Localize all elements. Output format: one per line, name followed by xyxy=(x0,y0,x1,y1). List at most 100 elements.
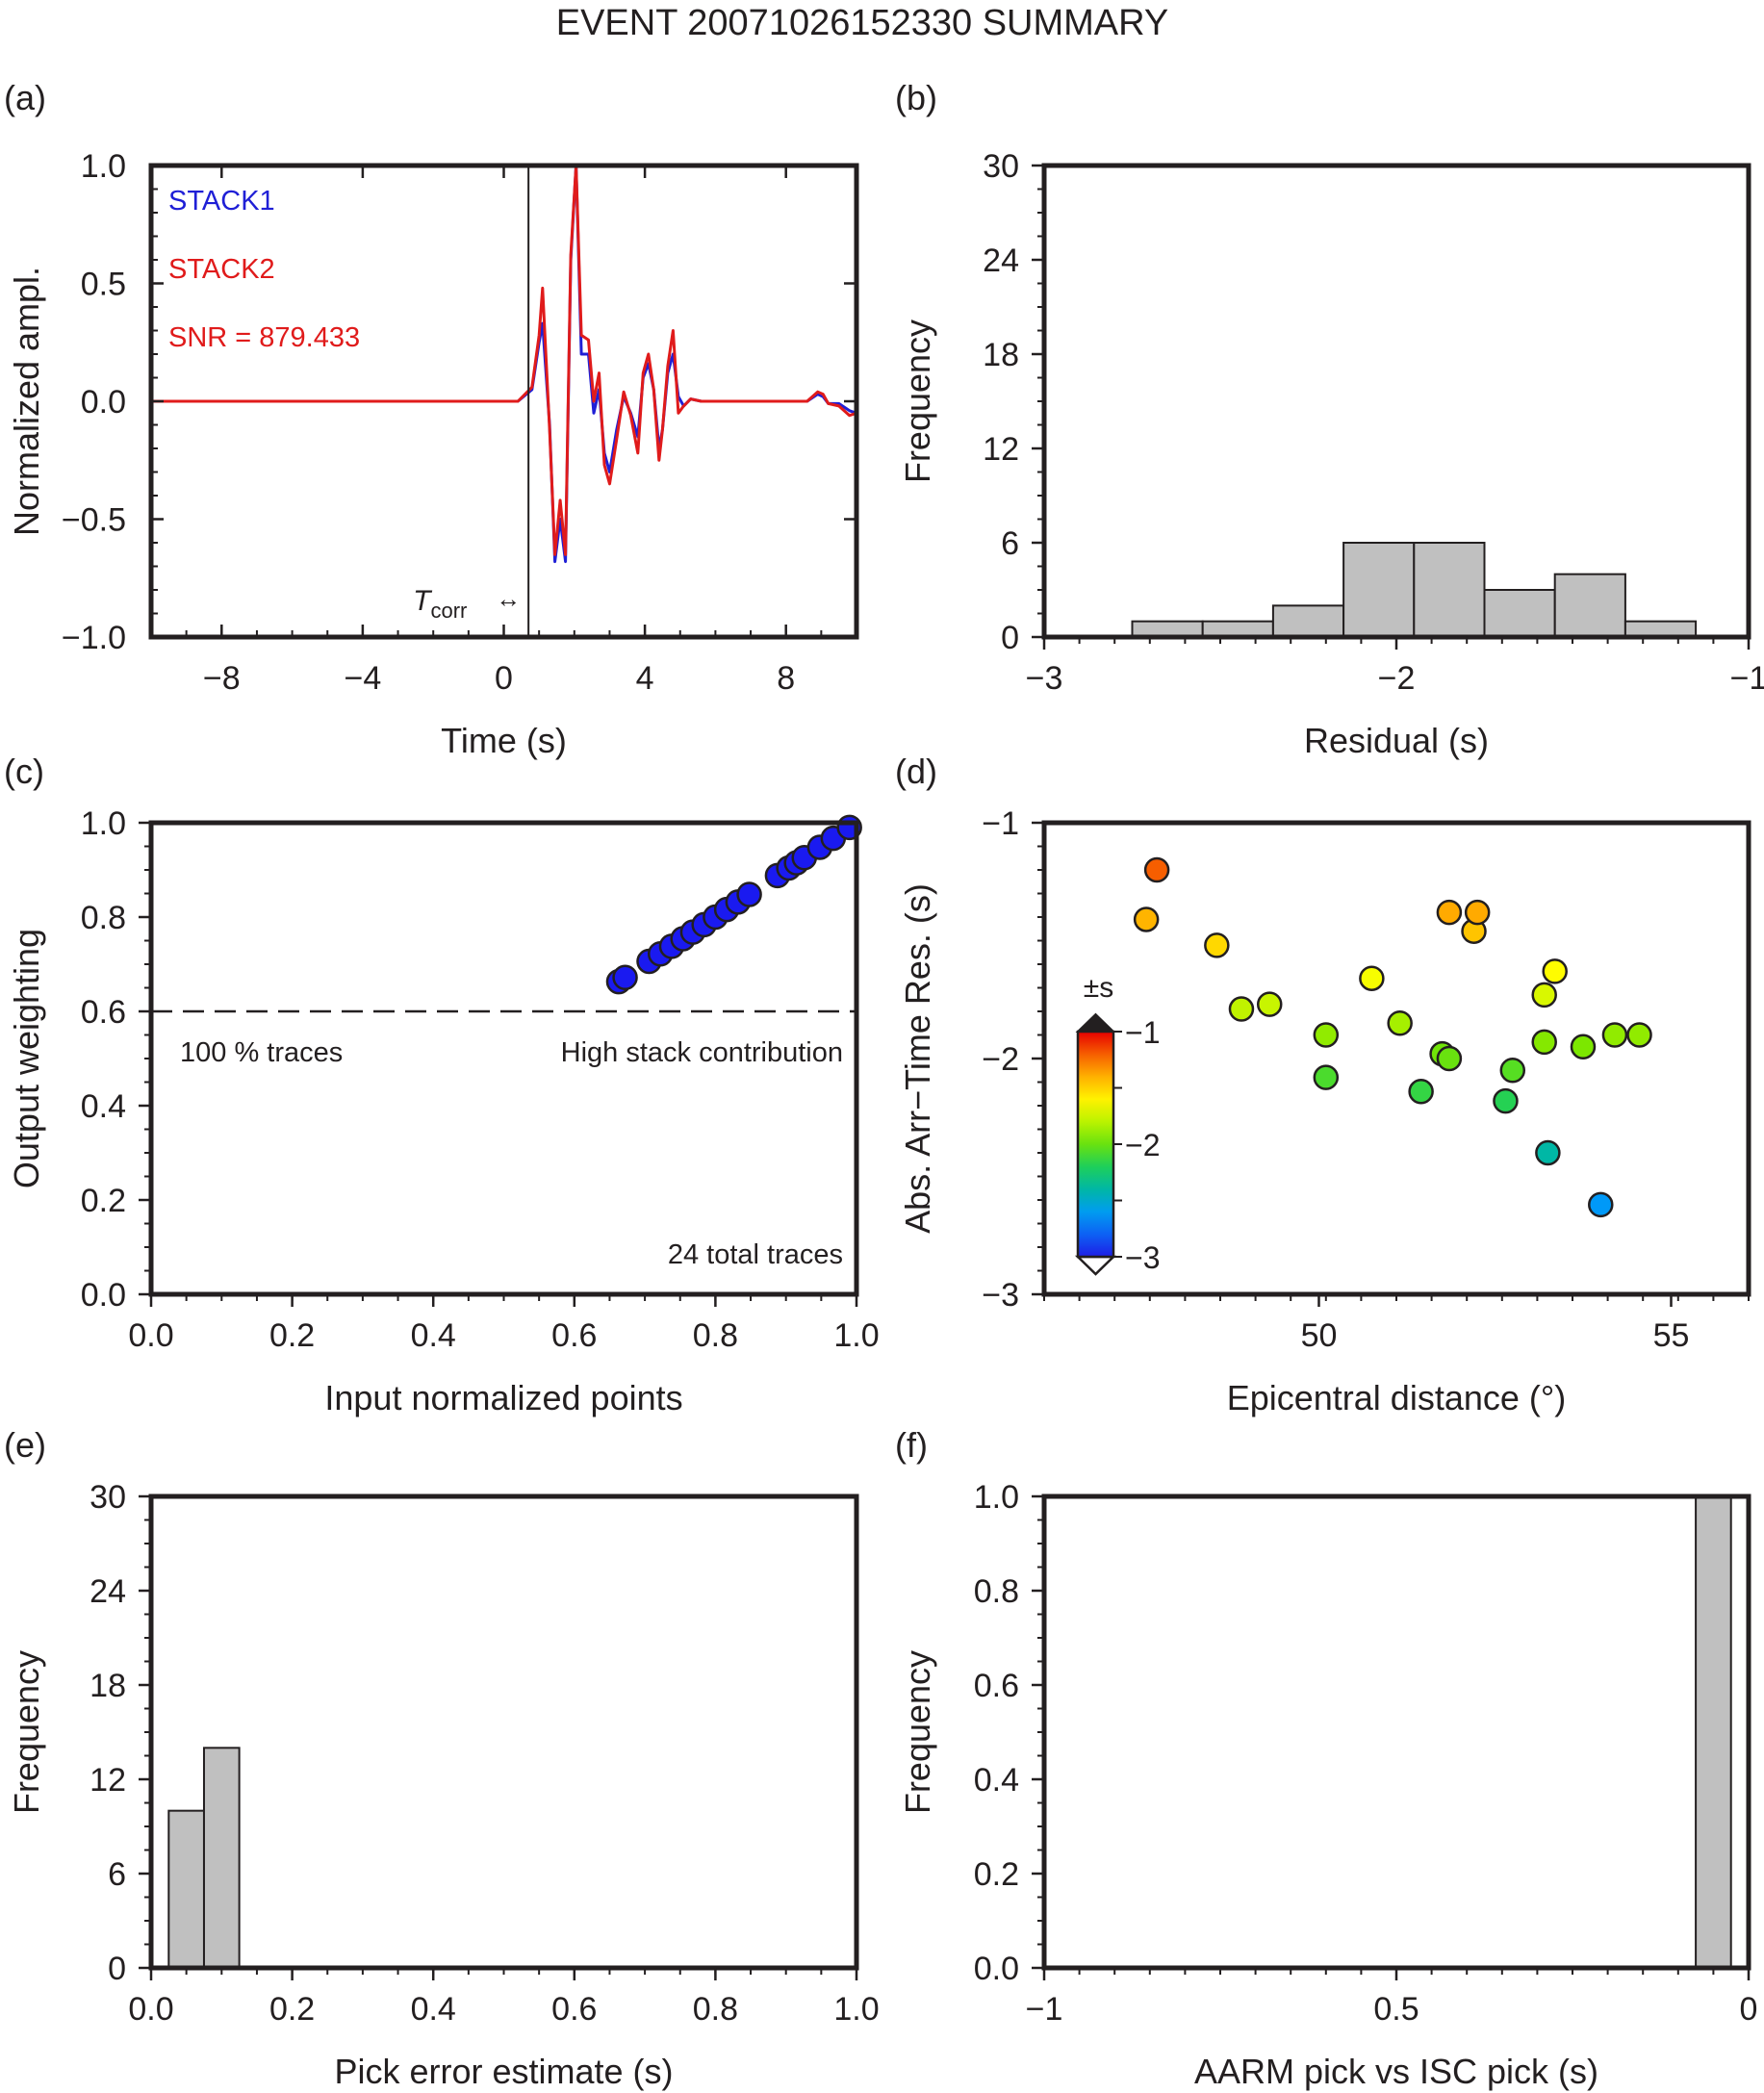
x-tick-label: 0.5 xyxy=(1373,1991,1419,2028)
x-axis-label: Time (s) xyxy=(441,721,567,760)
y-tick-label: 18 xyxy=(983,337,1019,373)
y-axis-label: Normalized ampl. xyxy=(7,267,46,536)
y-tick-label: 0.2 xyxy=(974,1856,1019,1893)
figure-title: EVENT 20071026152330 SUMMARY xyxy=(556,3,1169,43)
legend-entry: SNR = 879.433 xyxy=(168,322,360,353)
y-tick-label: 0 xyxy=(1001,620,1019,656)
x-axis-label: Input normalized points xyxy=(324,1378,682,1417)
y-tick-label: −2 xyxy=(982,1041,1019,1078)
x-tick-label: −8 xyxy=(203,660,241,697)
y-tick-label: 6 xyxy=(1001,525,1019,562)
y-tick-label: 0.2 xyxy=(81,1183,126,1219)
scatter-point xyxy=(1387,1010,1413,1036)
x-tick-label: 0.0 xyxy=(128,1317,173,1354)
y-tick-label: 24 xyxy=(983,242,1019,279)
y-axis-label: Frequency xyxy=(7,1650,46,1814)
y-tick-label: 0.8 xyxy=(974,1573,1019,1610)
plot-data xyxy=(1131,542,1698,637)
x-tick-label: 0.2 xyxy=(269,1991,315,2028)
y-tick-label: 30 xyxy=(983,148,1019,185)
plot-data xyxy=(167,1747,241,1968)
x-tick-label: 0.4 xyxy=(411,1317,456,1354)
x-tick-label: 0.2 xyxy=(269,1317,315,1354)
histogram-bar xyxy=(1483,589,1556,637)
histogram-bar xyxy=(1342,542,1416,637)
scatter-point xyxy=(1542,958,1568,984)
x-tick-label: 55 xyxy=(1653,1317,1690,1354)
x-tick-label: 1.0 xyxy=(833,1991,879,2028)
x-tick-label: −4 xyxy=(345,660,382,697)
panel-c: (c) 100 % traces High stack contribution 24… xyxy=(4,752,880,1417)
y-tick-label: 0.5 xyxy=(81,267,126,303)
y-tick-label: 0.0 xyxy=(81,384,126,421)
y-tick-label: 1.0 xyxy=(81,805,126,842)
legend-entry: STACK1 xyxy=(168,186,275,217)
histogram-bar xyxy=(1695,1496,1732,1968)
scatter-point xyxy=(1204,932,1230,958)
panel-label: (a) xyxy=(4,78,46,117)
x-tick-label: −1 xyxy=(1730,660,1764,697)
x-tick-label: 0 xyxy=(1740,1991,1758,2028)
y-tick-label: 24 xyxy=(89,1573,126,1610)
scatter-point xyxy=(1570,1034,1597,1059)
histogram-bar xyxy=(1623,620,1698,637)
x-tick-label: 4 xyxy=(636,660,654,697)
x-tick-label: 0.8 xyxy=(693,1317,738,1354)
colorbar-tick-label: −3 xyxy=(1125,1240,1160,1275)
colorbar-tick-label: −1 xyxy=(1125,1015,1160,1050)
x-tick-label: 0.4 xyxy=(411,1991,456,2028)
x-tick-label: 0.6 xyxy=(551,1317,597,1354)
panel-f: (f) −1 0.5 0 1.0 0.8 0.6 0.4 0.2 0.0 AARM pick vs … xyxy=(895,1425,1757,2091)
histogram-bar xyxy=(202,1747,241,1968)
scatter-point xyxy=(1143,856,1170,883)
scatter-point xyxy=(1626,1022,1652,1048)
plot-data xyxy=(151,166,856,564)
panel-label: (e) xyxy=(4,1425,46,1465)
scatter-point xyxy=(1464,899,1491,926)
scatter-point xyxy=(1436,1045,1463,1072)
y-tick-label: −1.0 xyxy=(62,620,126,656)
histogram-bar xyxy=(1413,542,1486,637)
histogram-bar xyxy=(1553,573,1626,637)
y-tick-label: 0.4 xyxy=(81,1088,126,1125)
tcorr-label: Tcorr xyxy=(413,585,467,623)
scatter-point xyxy=(612,964,638,990)
scatter-point xyxy=(1313,1064,1340,1090)
scatter-point xyxy=(1313,1022,1340,1048)
histogram-bar xyxy=(167,1809,205,1968)
y-tick-label: 0.6 xyxy=(974,1668,1019,1704)
annotation-right: High stack contribution xyxy=(561,1037,843,1068)
x-tick-label: −1 xyxy=(1026,1991,1063,2028)
tcorr-arrow: ↔ xyxy=(496,584,521,613)
annotation-bottom: 24 total traces xyxy=(668,1239,843,1270)
y-tick-label: 0 xyxy=(108,1951,126,1987)
tcorr-symbol: T xyxy=(413,585,433,617)
x-tick-label: 50 xyxy=(1301,1317,1338,1354)
scatter-point xyxy=(1493,1087,1519,1114)
y-tick-label: −1 xyxy=(982,805,1019,842)
panel-label: (f) xyxy=(895,1425,928,1465)
x-tick-label: 0.6 xyxy=(551,1991,597,2028)
x-tick-label: 1.0 xyxy=(833,1317,879,1354)
scatter-point xyxy=(1535,1139,1561,1166)
scatter-point xyxy=(736,881,762,907)
x-axis-label: Residual (s) xyxy=(1304,721,1489,760)
x-tick-label: 8 xyxy=(777,660,795,697)
y-tick-label: 0.6 xyxy=(81,994,126,1031)
scatter-point xyxy=(1256,991,1283,1017)
colorbar xyxy=(1076,1030,1115,1259)
annotation-left: 100 % traces xyxy=(180,1037,343,1068)
scatter-point xyxy=(1133,906,1160,932)
series-line-stack2 xyxy=(151,166,856,556)
y-tick-label: 0.0 xyxy=(974,1951,1019,1987)
scatter-point xyxy=(1359,965,1385,991)
tcorr-subscript: corr xyxy=(430,599,467,623)
y-tick-label: −3 xyxy=(982,1277,1019,1314)
scatter-point xyxy=(1531,982,1557,1008)
y-tick-label: 0.0 xyxy=(81,1277,126,1314)
scatter-point xyxy=(1228,996,1255,1022)
y-tick-label: 1.0 xyxy=(974,1479,1019,1516)
y-tick-label: 18 xyxy=(89,1668,126,1704)
y-tick-label: −0.5 xyxy=(62,502,126,539)
panel-label: (b) xyxy=(895,78,937,117)
